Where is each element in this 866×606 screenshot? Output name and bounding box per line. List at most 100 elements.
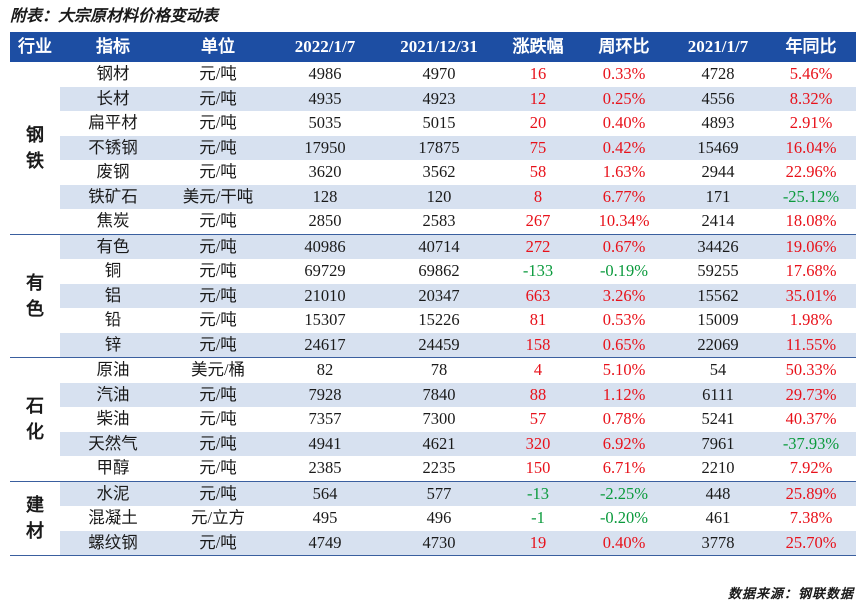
price-2021-1-7-cell: 22069 [697,334,739,354]
price-2021-1-7-cell: 34426 [697,236,739,256]
table-row: 柴油 元/吨 7357 7300 57 0.78% 5241 40.37% [60,407,856,432]
indicator-cell: 螺纹钢 [88,532,138,552]
change-cell: 158 [525,334,551,354]
change-cell: 19 [529,532,547,552]
unit-cell: 元/吨 [199,88,237,108]
yoy-cell: 25.89% [785,483,837,503]
table-row: 长材 元/吨 4935 4923 12 0.25% 4556 8.32% [60,86,856,111]
indicator-cell: 甲醇 [96,458,130,477]
price-2022-1-7-cell: 4749 [308,532,342,552]
table-body: 钢 铁钢材 元/吨 4986 4970 16 0.33% 4728 5.46% 长材 元/吨 493… [10,62,856,556]
unit-cell: 元/吨 [199,211,237,230]
table-row: 混凝土 元/立方 495 496 -1 -0.20% 461 7.38% [60,506,856,531]
wow-cell: 6.71% [602,458,646,477]
yoy-cell: 19.06% [785,236,837,256]
indicator-cell: 扁平材 [88,113,138,132]
price-2021-1-7-cell: 6111 [702,384,734,404]
header-unit: 单位 [201,37,235,56]
price-2021-1-7-cell: 59255 [697,261,739,280]
unit-cell: 元/吨 [199,532,237,552]
table-row: 原油 美元/桶 82 78 4 5.10% 54 50.33% [60,358,856,383]
price-2021-1-7-cell: 54 [709,360,727,379]
unit-cell: 元/吨 [199,483,237,503]
table-row: 扁平材 元/吨 5035 5015 20 0.40% 4893 2.91% [60,111,856,136]
price-2021-12-31-cell: 4923 [422,88,456,108]
unit-cell: 元/吨 [199,113,237,132]
price-2022-1-7-cell: 4935 [308,88,342,108]
change-cell: 88 [529,384,547,404]
yoy-cell: 11.55% [785,334,837,354]
yoy-cell: 35.01% [785,285,837,305]
wow-cell: 0.78% [602,409,646,428]
unit-cell: 元/吨 [199,236,237,256]
unit-cell: 元/吨 [199,433,237,453]
table-row: 焦炭 元/吨 2850 2583 267 10.34% 2414 18.08% [60,209,856,234]
unit-cell: 元/吨 [199,261,237,280]
price-2022-1-7-cell: 564 [312,483,338,503]
wow-cell: 0.25% [602,88,646,108]
indicator-cell: 混凝土 [88,508,138,527]
price-2021-12-31-cell: 496 [426,508,452,527]
table-row: 不锈钢 元/吨 17950 17875 75 0.42% 15469 16.04% [60,135,856,160]
yoy-cell: 8.32% [789,88,833,108]
industry-group: 建 材水泥 元/吨 564 577 -13 -2.25% 448 25.89% 混凝土 元/立方 4… [10,481,856,556]
price-2022-1-7-cell: 128 [312,186,338,206]
change-cell: -1 [531,508,545,527]
table-row: 废钢 元/吨 3620 3562 58 1.63% 2944 22.96% [60,160,856,185]
change-cell: 8 [533,186,543,206]
price-2022-1-7-cell: 5035 [308,113,342,132]
price-2021-12-31-cell: 4621 [422,433,456,453]
price-2022-1-7-cell: 2385 [308,458,342,477]
wow-cell: -0.20% [599,508,649,527]
price-2021-12-31-cell: 78 [430,360,448,379]
unit-cell: 元/吨 [199,334,237,354]
wow-cell: -0.19% [599,261,649,280]
price-2021-12-31-cell: 15226 [418,310,460,329]
change-cell: -13 [527,483,549,503]
change-cell: 20 [529,113,547,132]
wow-cell: 0.67% [602,236,646,256]
price-2022-1-7-cell: 15307 [304,310,346,329]
indicator-cell: 钢材 [96,64,130,83]
wow-cell: 1.63% [602,162,646,181]
price-2022-1-7-cell: 69729 [304,261,346,280]
industry-group: 钢 铁钢材 元/吨 4986 4970 16 0.33% 4728 5.46% 长材 元/吨 493… [10,62,856,235]
yoy-cell: 7.92% [789,458,833,477]
header-industry: 行业 [18,37,52,56]
wow-cell: 0.65% [602,334,646,354]
industry-label: 钢 铁 [26,124,44,171]
table-row: 天然气 元/吨 4941 4621 320 6.92% 7961 -37.93% [60,431,856,456]
price-2021-1-7-cell: 15009 [697,310,739,329]
wow-cell: 0.53% [602,310,646,329]
industry-group: 有 色有色 元/吨 40986 40714 272 0.67% 34426 19.06% 铜元/… [10,234,856,358]
price-2021-12-31-cell: 40714 [418,236,460,256]
indicator-cell: 铁矿石 [88,186,138,206]
price-2021-1-7-cell: 4728 [701,64,735,83]
price-2022-1-7-cell: 21010 [304,285,346,305]
table-row: 汽油 元/吨 7928 7840 88 1.12% 6111 29.73% [60,382,856,407]
yoy-cell: 22.96% [785,162,837,181]
change-cell: 4 [533,360,543,379]
price-2021-1-7-cell: 15562 [697,285,739,305]
table-row: 铜 元/吨 69729 69862 -133 -0.19% 59255 17.68% [60,259,856,284]
change-cell: 663 [525,285,551,305]
indicator-cell: 原油 [96,360,130,379]
yoy-cell: 25.70% [785,532,837,552]
header-wow: 周环比 [598,37,650,56]
indicator-cell: 焦炭 [96,211,130,230]
change-cell: 320 [525,433,551,453]
table-row: 有色 元/吨 40986 40714 272 0.67% 34426 19.06% [60,234,856,259]
price-2022-1-7-cell: 40986 [304,236,346,256]
price-2021-1-7-cell: 2944 [701,162,735,181]
yoy-cell: 50.33% [785,360,837,379]
price-2021-1-7-cell: 171 [705,186,731,206]
yoy-cell: -25.12% [782,186,840,206]
indicator-cell: 水泥 [96,483,130,503]
price-2021-1-7-cell: 7961 [701,433,735,453]
price-2021-1-7-cell: 2414 [701,211,735,230]
change-cell: 58 [529,162,547,181]
price-2021-1-7-cell: 3778 [701,532,735,552]
price-2021-12-31-cell: 2235 [422,458,456,477]
price-2021-12-31-cell: 3562 [422,162,456,181]
unit-cell: 元/吨 [199,162,237,181]
